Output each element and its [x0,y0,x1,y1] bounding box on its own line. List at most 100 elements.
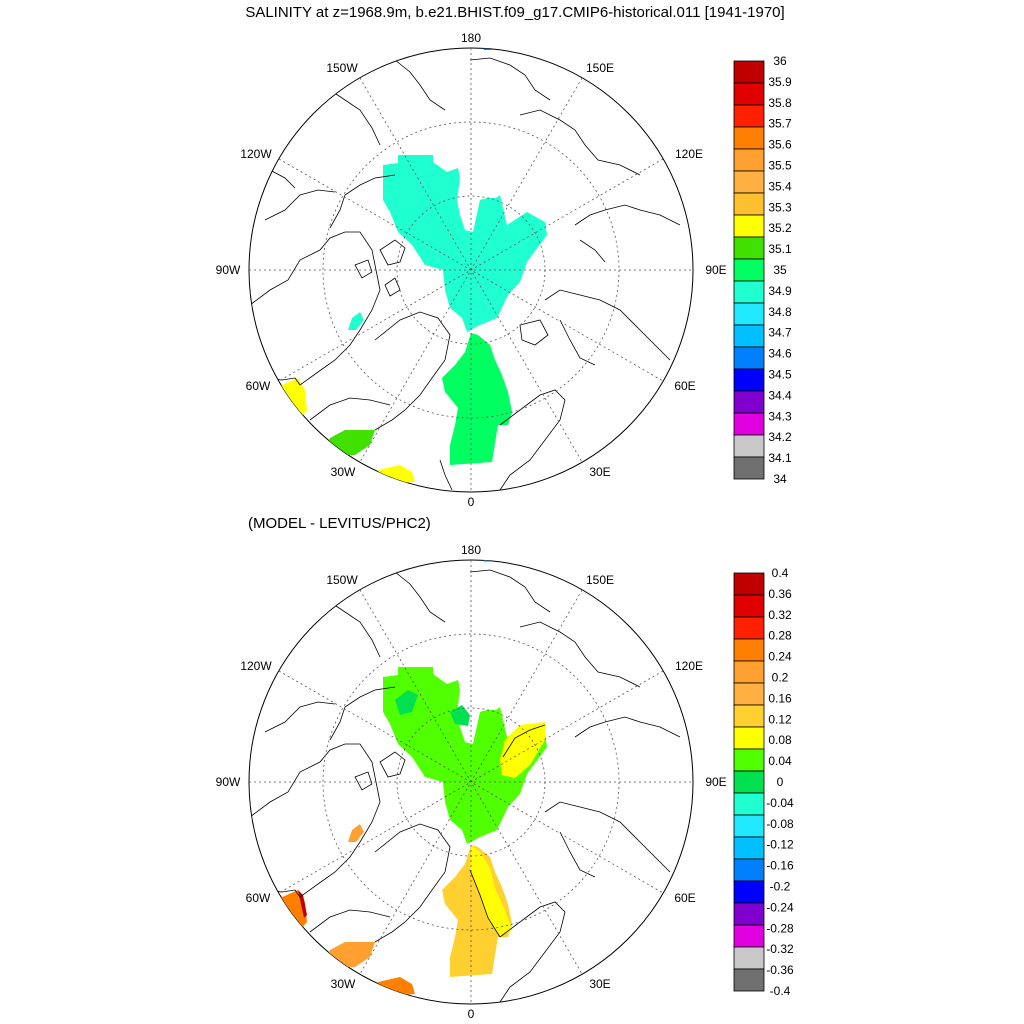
panel-2-coastlines [249,569,681,1003]
panel-2-region-atlantic-orange [325,942,375,967]
panel-2-colorbar: 0.4 0.36 0.32 0.28 0.24 0.2 0.16 0.12 0.08 0.04 0 -… [733,566,794,998]
colorbar-swatch [733,880,765,904]
colorbar-label: 35.1 [768,242,792,256]
panel-1-lon-120w: 120W [240,147,272,161]
colorbar-swatch [733,390,765,414]
colorbar-swatch [733,456,765,480]
panel-2-region-greenland-yellow [470,845,512,937]
panel-1-title: SALINITY at z=1968.9m, b.e21.BHIST.f09_g… [245,4,784,21]
colorbar-label: 0.28 [768,629,792,643]
colorbar-label: 34.9 [768,284,792,298]
panel-1-region-greenland-sea [442,333,512,465]
colorbar-label: 35.9 [768,75,792,89]
colorbar-swatch [733,170,765,194]
colorbar-swatch [733,968,765,992]
colorbar-label: -0.32 [766,942,794,956]
colorbar-swatch [733,858,765,882]
colorbar-label: 0.36 [768,587,792,601]
colorbar-label: 0.32 [768,608,792,622]
panel-1-lon-150w: 150W [326,61,358,75]
colorbar-label: 35.7 [768,117,792,131]
colorbar-swatch [733,324,765,348]
colorbar-label: 34.6 [768,347,792,361]
panel-salinity: SALINITY at z=1968.9m, b.e21.BHIST.f09_g… [216,4,792,509]
colorbar-swatch [733,572,765,596]
panel-2-lon-60w: 60W [246,891,271,905]
panel-2-region-eurasian-basin [383,667,547,844]
panel-1-lon-labels: 180 150E 120E 90E 60E 30E 0 30W 60W 90W … [216,31,727,509]
colorbar-swatch [733,236,765,260]
colorbar-label: 35.4 [768,179,792,193]
panel-1-region-atlantic-green [325,430,375,455]
colorbar-label: 34.8 [768,305,792,319]
colorbar-swatch [733,412,765,436]
colorbar-label: 35.6 [768,138,792,152]
colorbar-swatch [733,82,765,106]
colorbar-label: 35.8 [768,96,792,110]
panel-2-lon-0: 0 [468,1007,475,1021]
colorbar-label: 35.5 [768,159,792,173]
colorbar-label: 35.2 [768,221,792,235]
colorbar-swatch [733,902,765,926]
colorbar-swatch [733,726,765,750]
colorbar-swatch [733,704,765,728]
panel-2-lon-30e: 30E [589,977,610,991]
panel-1-lon-60e: 60E [674,379,695,393]
colorbar-label: 36 [773,54,787,68]
colorbar-swatch [733,616,765,640]
panel-2-lon-150w: 150W [326,573,358,587]
colorbar-label: 35 [773,263,787,277]
panel-1-lon-30e: 30E [589,465,610,479]
colorbar-label: 0.08 [768,733,792,747]
colorbar-label: 34.3 [768,409,792,423]
colorbar-label: -0.08 [766,817,794,831]
panel-2-lon-120e: 120E [675,659,703,673]
panel-1-lon-180: 180 [461,31,481,45]
panel-1-region-cyan-small [348,312,364,330]
panel-2-region-teal-patch-1 [395,690,418,715]
colorbar-label: 34.4 [768,388,792,402]
panel-2-region-nansen-yellow [500,722,545,778]
colorbar-label: 0.2 [772,671,789,685]
colorbar-label: 34.5 [768,368,792,382]
panel-2-lon-120w: 120W [240,659,272,673]
colorbar-swatch [733,946,765,970]
colorbar-label: 0.4 [772,566,789,580]
colorbar-label: 0.12 [768,712,792,726]
panel-1-region-eurasian-basin [383,155,547,332]
colorbar-swatch [733,192,765,216]
panel-2-lon-60e: 60E [674,891,695,905]
colorbar-swatch [733,302,765,326]
panel-2-lon-labels: 180 150E 120E 90E 60E 30E 0 30W 60W 90W … [216,543,727,1021]
panel-1-graticule [249,48,693,492]
colorbar-label: 34 [773,472,787,486]
colorbar-label: -0.12 [766,838,794,852]
colorbar-swatch [733,368,765,392]
panel-1-lon-120e: 120E [675,147,703,161]
panel-2-region-orange-small [348,824,364,842]
panel-2-region-teal-patch-2 [450,705,470,726]
colorbar-label: -0.24 [766,900,794,914]
colorbar-label: 34.1 [768,451,792,465]
colorbar-label: -0.16 [766,859,794,873]
colorbar-label: 35.3 [768,200,792,214]
panel-1-lon-60w: 60W [246,379,271,393]
colorbar-swatch [733,148,765,172]
panel-2-graticule [249,560,693,1004]
colorbar-swatch [733,770,765,794]
colorbar-swatch [733,748,765,772]
colorbar-label: 34.7 [768,326,792,340]
colorbar-swatch [733,214,765,238]
colorbar-swatch [733,60,765,84]
panel-2-lon-150e: 150E [586,573,614,587]
colorbar-label: 0.24 [768,650,792,664]
colorbar-swatch [733,258,765,282]
colorbar-swatch [733,434,765,458]
colorbar-label: 34.2 [768,430,792,444]
colorbar-swatch [733,660,765,684]
panel-1-lon-90w: 90W [216,263,241,277]
panel-1-lon-90e: 90E [705,263,726,277]
colorbar-swatch [733,792,765,816]
panel-1-lon-30w: 30W [331,465,356,479]
